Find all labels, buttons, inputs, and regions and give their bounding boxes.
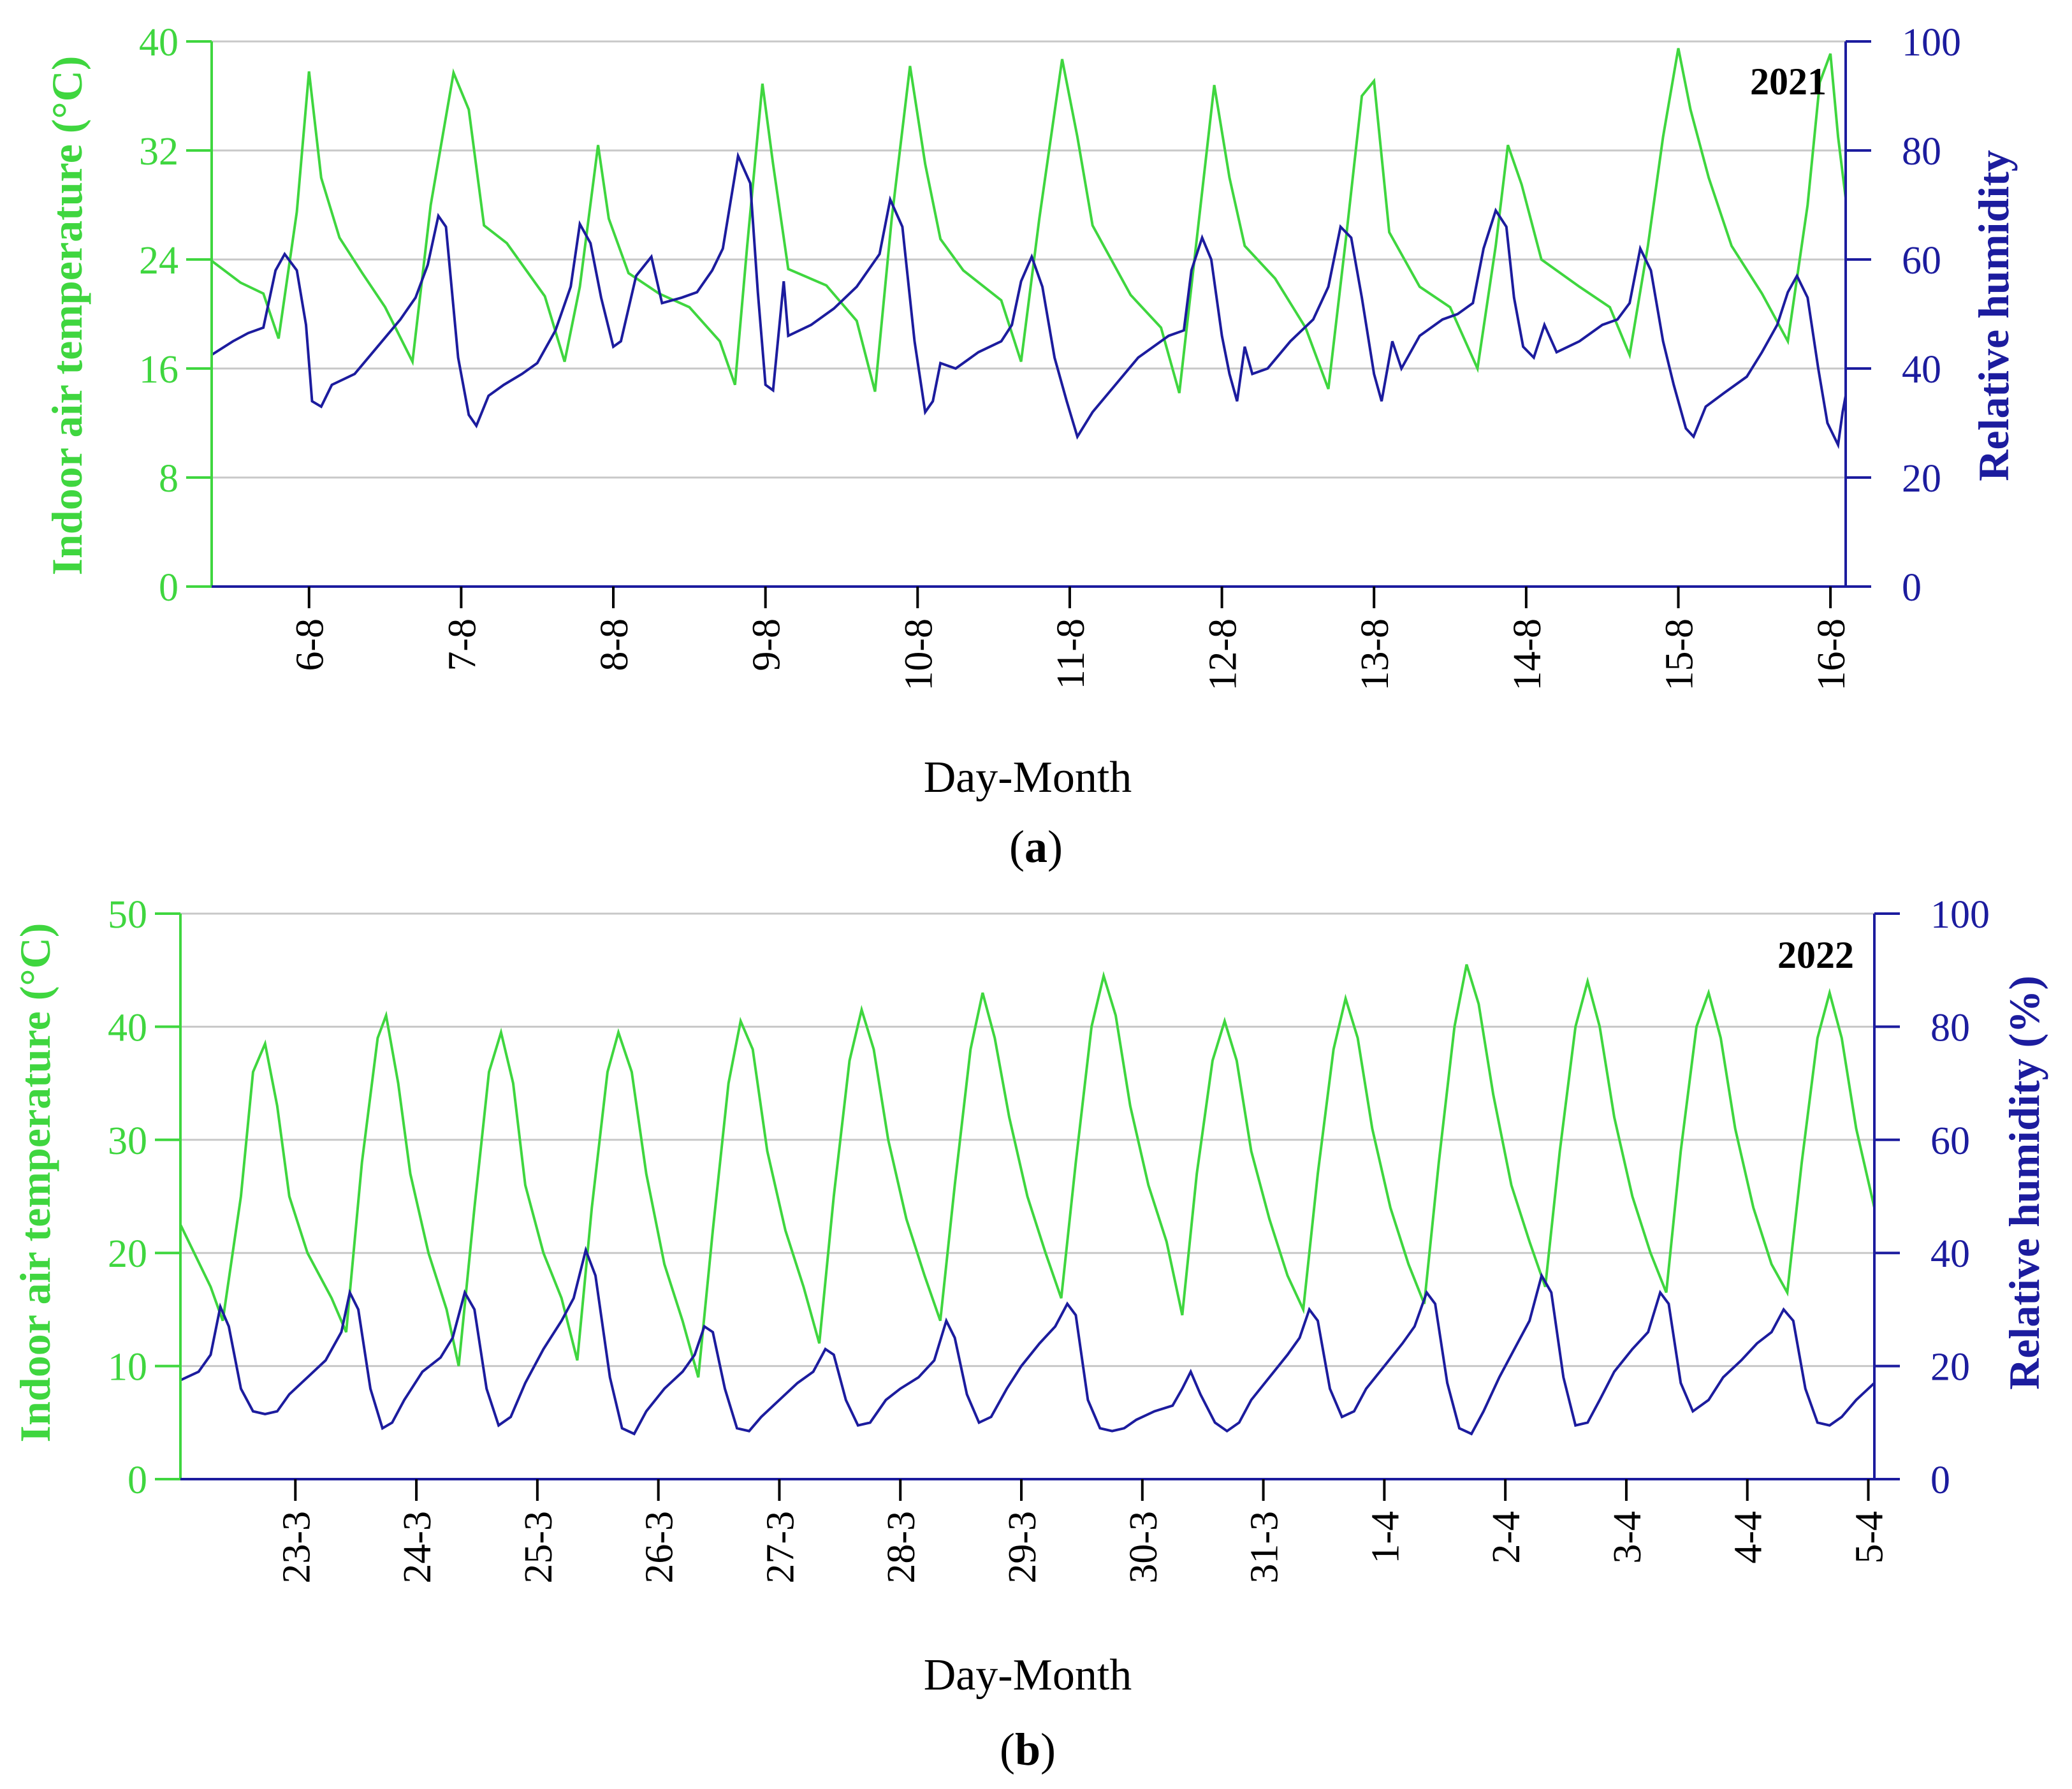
- x-tick-label: 3-4: [1606, 1511, 1649, 1564]
- right-tick-label: 80: [1902, 130, 1941, 173]
- panel-a-gridlines: [212, 40, 1846, 479]
- panel-a-caption-letter: a: [1025, 821, 1047, 872]
- panel-b-x-ticks: 23-3 24-3 25-3 26-3 27-3 28-3 29-3 30-3 31-3 1-4 2…: [275, 1479, 1892, 1584]
- x-tick-label: 12-8: [1202, 618, 1245, 691]
- left-tick-label: 30: [108, 1120, 147, 1163]
- x-tick-label: 10-8: [897, 618, 940, 691]
- right-tick-label: 60: [1902, 239, 1941, 282]
- x-tick-label: 30-3: [1122, 1511, 1165, 1584]
- panel-b-humidity-line: [180, 1246, 1876, 1436]
- left-tick-label: 24: [139, 239, 179, 282]
- left-tick-label: 0: [159, 566, 179, 610]
- panel-a-left-axis-label: Indoor air temperature (°C): [43, 56, 91, 576]
- panel-b-right-ticks: 0 20 40 60 80 100: [1874, 893, 1990, 1502]
- x-tick-label: 8-8: [593, 618, 636, 671]
- x-tick-label: 2-4: [1485, 1511, 1528, 1564]
- left-tick-label: 8: [159, 457, 179, 500]
- panel-b-x-axis-label: Day-Month: [924, 1651, 1132, 1700]
- right-tick-label: 100: [1930, 893, 1990, 937]
- panel-b-right-axis-label: Relative humidity (%): [2000, 975, 2048, 1390]
- panel-a-temperature-line: [210, 48, 1847, 394]
- chart-panel-b: 0 10 20 30 40 50 0 20 40 60 80 100 23-3 24-3 25-3 26-…: [11, 893, 2048, 1775]
- left-tick-label: 0: [128, 1459, 147, 1502]
- panel-a-left-ticks: 0 8 16 24 32 40: [139, 21, 212, 610]
- panel-a-right-axis-label: Relative humidity: [1969, 150, 2018, 481]
- x-tick-label: 4-4: [1727, 1511, 1770, 1564]
- right-tick-label: 80: [1930, 1006, 1970, 1049]
- panel-b-caption-letter: b: [1015, 1724, 1040, 1775]
- panel-a-axes: [210, 41, 1847, 588]
- x-tick-label: 14-8: [1506, 618, 1549, 691]
- x-tick-label: 13-8: [1353, 618, 1397, 691]
- panel-b-caption: (b): [1000, 1724, 1056, 1775]
- left-tick-label: 16: [139, 348, 179, 391]
- panel-b-gridlines: [180, 912, 1874, 1368]
- right-tick-label: 40: [1930, 1232, 1970, 1276]
- x-tick-label: 16-8: [1810, 618, 1853, 691]
- x-tick-label: 28-3: [880, 1511, 923, 1584]
- panel-a-humidity-line: [210, 151, 1847, 449]
- panel-b-year-label: 2022: [1777, 934, 1854, 976]
- panel-a-x-axis-label: Day-Month: [924, 753, 1132, 802]
- panel-a-caption: (a): [1009, 821, 1063, 872]
- panel-b-left-axis-label: Indoor air temperature (°C): [11, 923, 59, 1443]
- left-tick-label: 50: [108, 893, 147, 937]
- right-tick-label: 100: [1902, 21, 1961, 64]
- x-tick-label: 7-8: [441, 618, 484, 671]
- panel-b-temperature-line: [179, 964, 1876, 1378]
- left-tick-label: 20: [108, 1232, 147, 1276]
- panel-b-left-ticks: 0 10 20 30 40 50: [108, 893, 180, 1502]
- chart-panel-a: 0 8 16 24 32 40 0 20 40 60 80 100 6-8 7-8 8-8 9-8 10-8…: [43, 21, 2018, 872]
- left-tick-label: 32: [139, 130, 179, 173]
- panel-a-x-ticks: 6-8 7-8 8-8 9-8 10-8 11-8 12-8 13-8 14-8 15-8 16-8: [289, 587, 1853, 691]
- panel-a-right-ticks: 0 20 40 60 80 100: [1846, 21, 1961, 610]
- panel-b-axes: [179, 914, 1876, 1480]
- x-tick-label: 25-3: [517, 1511, 560, 1584]
- x-tick-label: 29-3: [1001, 1511, 1044, 1584]
- right-tick-label: 40: [1902, 348, 1941, 391]
- x-tick-label: 24-3: [396, 1511, 439, 1584]
- panel-a-year-label: 2021: [1750, 61, 1827, 103]
- x-tick-label: 9-8: [745, 618, 789, 671]
- left-tick-label: 40: [139, 21, 179, 64]
- x-tick-label: 23-3: [275, 1511, 318, 1584]
- right-tick-label: 0: [1902, 566, 1922, 610]
- x-tick-label: 1-4: [1364, 1511, 1407, 1564]
- x-tick-label: 27-3: [759, 1511, 802, 1584]
- left-tick-label: 10: [108, 1346, 147, 1389]
- right-tick-label: 20: [1902, 457, 1941, 500]
- left-tick-label: 40: [108, 1006, 147, 1049]
- right-tick-label: 20: [1930, 1346, 1970, 1389]
- x-tick-label: 11-8: [1049, 618, 1093, 689]
- right-tick-label: 0: [1930, 1459, 1950, 1502]
- x-tick-label: 26-3: [638, 1511, 682, 1584]
- x-tick-label: 5-4: [1848, 1511, 1892, 1564]
- x-tick-label: 15-8: [1658, 618, 1702, 691]
- right-tick-label: 60: [1930, 1120, 1970, 1163]
- x-tick-label: 31-3: [1243, 1511, 1287, 1584]
- x-tick-label: 6-8: [289, 618, 332, 671]
